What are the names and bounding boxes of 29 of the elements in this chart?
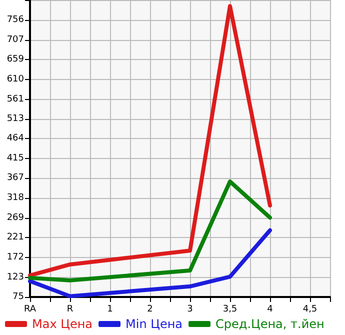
y-tick-label: 269 <box>6 213 24 224</box>
y-tick-label: 707 <box>6 34 24 45</box>
y-tick-label: 561 <box>6 94 24 104</box>
legend-label: Max Цена <box>32 317 93 331</box>
y-tick-label: 123 <box>6 272 24 282</box>
y-tick-label: 221 <box>6 232 24 243</box>
x-tick-label: 4 <box>267 304 274 314</box>
y-tick-label: 756 <box>6 14 24 25</box>
x-tick-label: 4,5 <box>302 304 318 314</box>
x-tick-label: RA <box>24 304 37 314</box>
legend-label: Сред.Цена, т.йен <box>216 317 324 331</box>
y-tick-label: 172 <box>6 252 24 263</box>
y-tick-label: 415 <box>6 154 24 164</box>
x-tick-label: 1 <box>107 304 113 314</box>
y-tick-label: 513 <box>6 114 24 124</box>
y-tick-label: 318 <box>6 193 24 204</box>
line-series <box>28 228 272 298</box>
y-tick-label: 659 <box>6 54 24 64</box>
y-tick-label: 75 <box>12 292 24 302</box>
line-series <box>28 179 272 282</box>
x-tick-label: R <box>66 304 74 314</box>
y-tick-label: 464 <box>6 134 24 144</box>
legend-label: Min Цена <box>126 317 183 331</box>
y-tick-label: 367 <box>6 173 24 184</box>
x-tick-label: 3 <box>187 304 193 314</box>
line-series <box>28 4 272 278</box>
x-tick-label: 2 <box>147 304 153 314</box>
x-tick-label: 3,5 <box>222 304 238 314</box>
y-tick-label: 610 <box>6 74 24 84</box>
